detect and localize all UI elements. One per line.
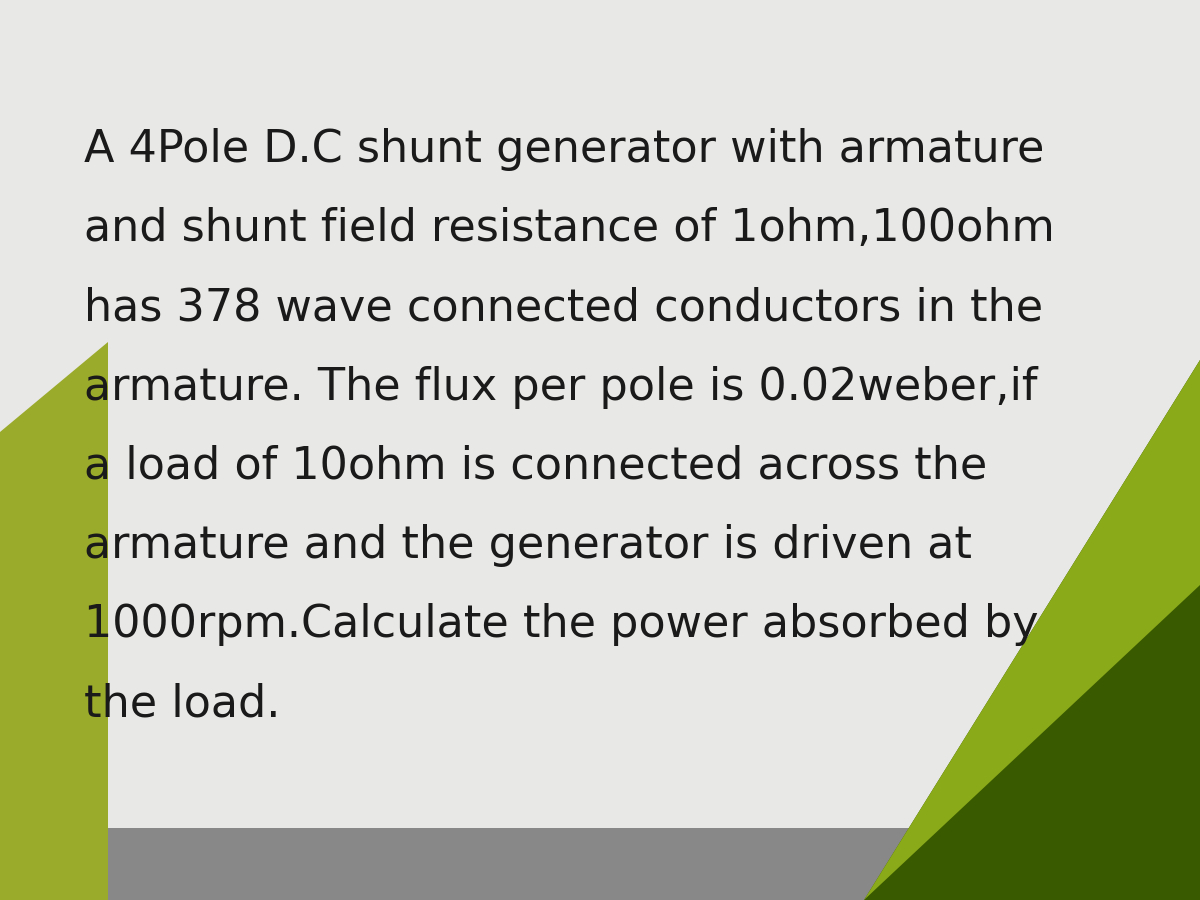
Text: 1000rpm.Calculate the power absorbed by: 1000rpm.Calculate the power absorbed by — [84, 603, 1039, 646]
Text: A 4Pole D.C shunt generator with armature: A 4Pole D.C shunt generator with armatur… — [84, 128, 1044, 171]
Text: armature and the generator is driven at: armature and the generator is driven at — [84, 524, 972, 567]
Text: the load.: the load. — [84, 682, 281, 725]
Text: has 378 wave connected conductors in the: has 378 wave connected conductors in the — [84, 286, 1043, 329]
Text: and shunt field resistance of 1ohm,100ohm: and shunt field resistance of 1ohm,100oh… — [84, 207, 1055, 250]
Text: armature. The flux per pole is 0.02weber,if: armature. The flux per pole is 0.02weber… — [84, 365, 1038, 409]
Text: a load of 10ohm is connected across the: a load of 10ohm is connected across the — [84, 445, 988, 488]
